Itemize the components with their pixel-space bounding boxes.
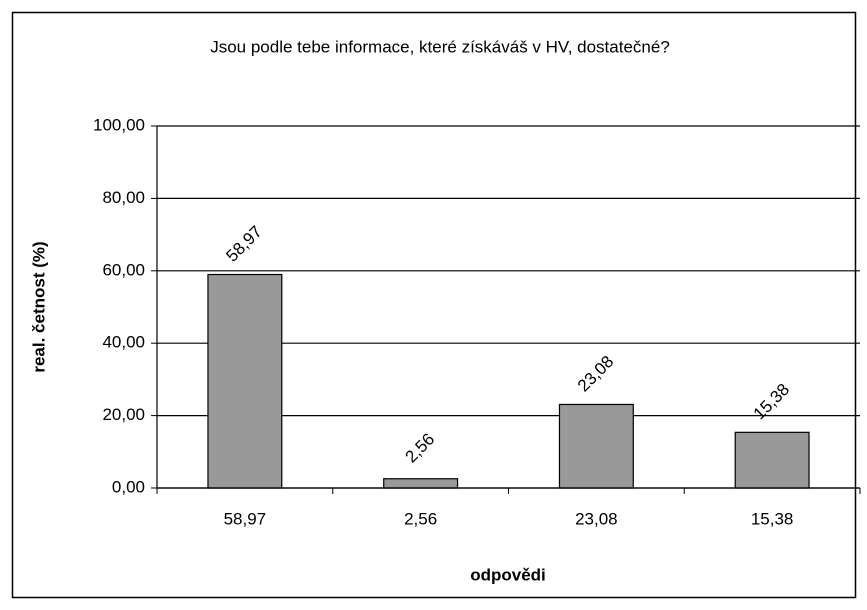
x-tick-label: 15,38 [751,509,794,528]
x-tick-label: 58,97 [224,509,267,528]
x-axis-title: odpovědi [470,565,546,584]
chart-border [11,11,857,599]
y-tick-label: 0,00 [112,477,145,496]
y-axis-title: real. četnost (%) [29,241,48,372]
chart-title: Jsou podle tebe informace, které získává… [210,37,670,56]
bar [734,431,810,489]
bar [558,403,634,489]
y-tick-label: 20,00 [102,405,145,424]
y-tick-label: 40,00 [102,333,145,352]
bar [383,478,459,489]
y-tick-label: 100,00 [93,115,145,134]
bar [207,273,283,489]
y-tick-label: 80,00 [102,188,145,207]
x-tick-label: 2,56 [404,509,437,528]
y-tick-label: 60,00 [102,260,145,279]
x-tick-label: 23,08 [575,509,618,528]
